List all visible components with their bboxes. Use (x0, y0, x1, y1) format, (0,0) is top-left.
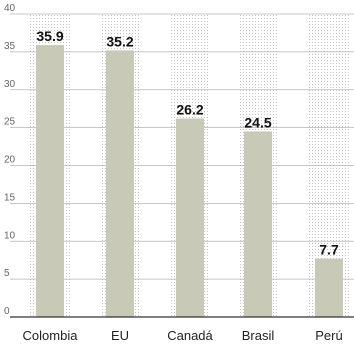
data-label: 35.9 (36, 28, 63, 44)
data-labels: 35.9 35.2 26.2 24.5 7.7 (36, 28, 339, 258)
y-tick-label: 40 (4, 3, 16, 14)
bar (176, 118, 204, 317)
y-tick-label: 25 (4, 117, 16, 128)
bar (106, 50, 134, 318)
category-labels: Colombia EU Canadá Brasil Perú (23, 328, 343, 343)
y-tick-label: 20 (4, 155, 16, 166)
data-label: 24.5 (244, 114, 271, 130)
data-label: 35.2 (106, 33, 133, 49)
bar (244, 131, 272, 317)
y-tick-label: 15 (4, 192, 16, 203)
category-label: Canadá (167, 328, 213, 343)
y-tick-label: 10 (4, 230, 16, 241)
category-label: EU (111, 328, 129, 343)
y-tick-label: 0 (4, 306, 10, 317)
category-label: Brasil (242, 328, 275, 343)
y-tick-label: 30 (4, 79, 16, 90)
data-label: 7.7 (319, 242, 339, 258)
y-axis-ticks: 0 5 10 15 20 25 30 35 40 (4, 3, 16, 317)
bar (36, 45, 64, 318)
bars (36, 45, 343, 318)
category-label: Colombia (23, 328, 79, 343)
y-tick-label: 35 (4, 41, 16, 52)
data-label: 26.2 (176, 102, 203, 118)
category-label: Perú (315, 328, 342, 343)
bar (315, 258, 343, 317)
y-tick-label: 5 (4, 268, 10, 279)
